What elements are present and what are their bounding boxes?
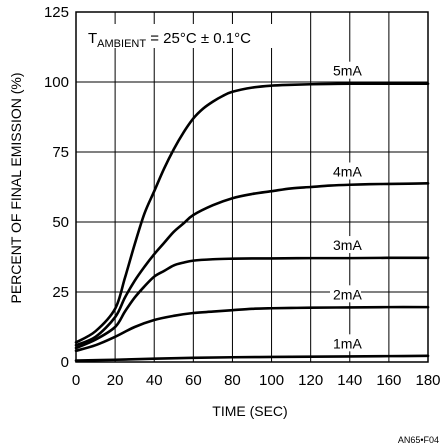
x-tick-labels: 0 20 40 60 80 100 120 140 160 180 — [72, 372, 441, 389]
y-tick-labels: 0 25 50 75 100 125 — [44, 4, 69, 371]
series-line-2mA — [74, 305, 430, 353]
x-tick-label: 120 — [298, 372, 323, 389]
annotation-suffix: = 25°C ± 0.1°C — [146, 30, 251, 47]
y-tick-label: 75 — [52, 144, 69, 161]
annotation-subscript: AMBIENT — [97, 38, 146, 50]
x-tick-label: 160 — [376, 372, 401, 389]
series-line-4mA — [74, 182, 430, 347]
series-label-2mA: 2mA — [333, 286, 362, 302]
series-label-bg — [330, 236, 361, 254]
series-lines — [74, 82, 430, 362]
series-label-bg — [330, 162, 361, 180]
series-label-5mA: 5mA — [333, 63, 362, 79]
x-tick-label: 20 — [107, 372, 124, 389]
x-axis-title: TIME (SEC) — [212, 403, 287, 419]
figure-id: AN65•F04 — [398, 435, 439, 445]
y-tick-label: 25 — [52, 284, 69, 301]
y-axis-title: PERCENT OF FINAL EMISSION (%) — [8, 72, 24, 303]
series-label-1mA: 1mA — [333, 335, 362, 351]
x-tick-label: 60 — [185, 372, 202, 389]
series-label-4mA: 4mA — [333, 163, 362, 179]
x-tick-label: 40 — [146, 372, 163, 389]
y-tick-label: 0 — [61, 354, 69, 371]
x-tick-label: 80 — [224, 372, 241, 389]
plot-frame — [75, 11, 429, 363]
series-line-3mA — [74, 256, 430, 350]
series-label-bg — [330, 61, 361, 79]
y-tick-label: 50 — [52, 214, 69, 231]
y-tick-label: 125 — [44, 4, 69, 21]
y-tick-label: 100 — [44, 74, 69, 91]
series-line-1mA — [74, 354, 430, 362]
x-tick-label: 100 — [259, 372, 284, 389]
series-labels: 5mA 4mA 3mA 2mA 1mA — [330, 61, 362, 352]
x-tick-label: 0 — [72, 372, 80, 389]
series-label-3mA: 3mA — [333, 237, 362, 253]
series-label-bg — [330, 285, 361, 303]
x-tick-label: 140 — [337, 372, 362, 389]
ambient-annotation: TAMBIENT = 25°C ± 0.1°C — [88, 30, 251, 50]
annotation-prefix: T — [88, 30, 97, 47]
annotation-background — [84, 24, 291, 48]
x-tick-label: 180 — [415, 372, 440, 389]
series-line-5mA — [74, 82, 430, 344]
series-label-bg — [330, 334, 361, 352]
